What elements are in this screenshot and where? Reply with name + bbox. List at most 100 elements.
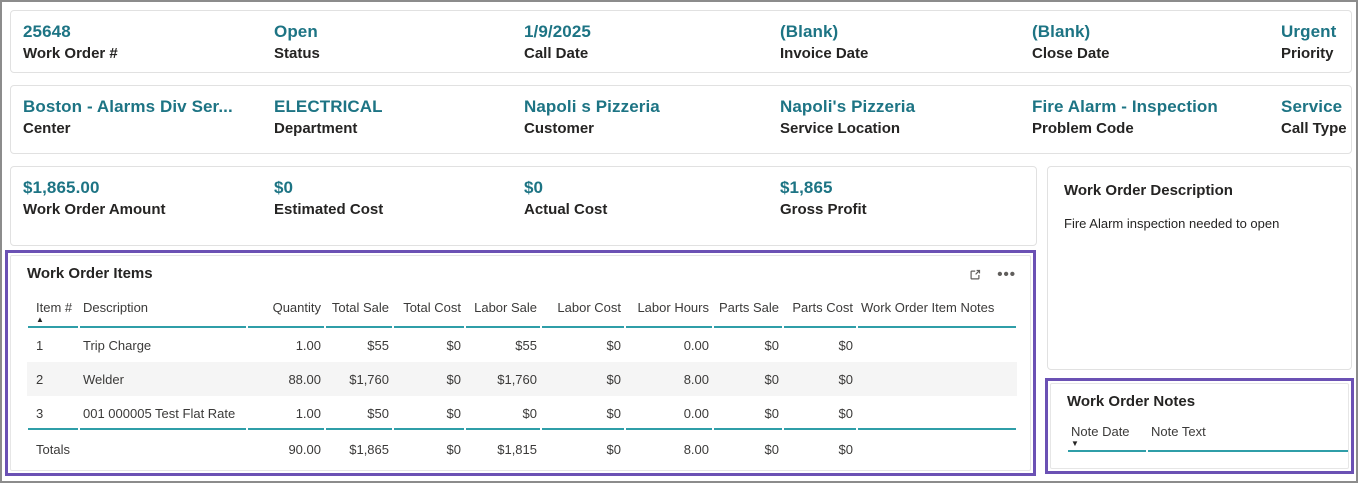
cell-total-cost: $0: [393, 396, 465, 430]
cell-parts-sale: $0: [713, 362, 783, 396]
kpi-call-type: Service Call Type: [1281, 96, 1347, 140]
kpi-work-order-amount: $1,865.00 Work Order Amount: [23, 177, 166, 221]
sort-descending-icon: ▼: [1071, 439, 1079, 448]
kpi-value: ELECTRICAL: [274, 97, 383, 116]
cell-total-cost: $0: [393, 362, 465, 396]
column-header-parts-sale[interactable]: Parts Sale: [713, 294, 783, 328]
column-header-labor-hours[interactable]: Labor Hours: [625, 294, 713, 328]
work-order-items-card: Work Order Items ••• Item #: [10, 255, 1031, 471]
kpi-close-date: (Blank) Close Date: [1032, 21, 1110, 65]
column-header-parts-cost[interactable]: Parts Cost: [783, 294, 857, 328]
column-header-item-number[interactable]: Item # ▲: [27, 294, 79, 328]
cell-labor-hours: 8.00: [625, 362, 713, 396]
kpi-card-row-2: Boston - Alarms Div Ser... Center ELECTR…: [10, 85, 1352, 154]
totals-labor-cost: $0: [606, 441, 621, 457]
cell-description: 001 000005 Test Flat Rate: [79, 396, 247, 430]
column-header-description[interactable]: Description: [79, 294, 247, 328]
kpi-customer: Napoli s Pizzeria Customer: [524, 96, 660, 140]
kpi-call-date: 1/9/2025 Call Date: [524, 21, 591, 65]
cell-total-cost: $0: [446, 337, 461, 353]
kpi-card-row-1: 25648 Work Order # Open Status 1/9/2025 …: [10, 10, 1352, 73]
totals-labor-sale: $1,815: [497, 441, 537, 457]
notes-header-row: Note Date ▼ Note Text: [1067, 420, 1348, 452]
totals-total-cost: $0: [446, 441, 461, 457]
kpi-label: Status: [274, 45, 320, 62]
kpi-label: Invoice Date: [780, 45, 869, 62]
kpi-value: 25648: [23, 22, 71, 41]
kpi-value: (Blank): [780, 22, 839, 41]
cell-description: Trip Charge: [83, 337, 152, 353]
cell-quantity: 1.00: [247, 396, 325, 430]
kpi-label: Work Order Amount: [23, 201, 166, 218]
kpi-priority: Urgent Priority: [1281, 21, 1336, 65]
table-row: 2 Welder 88.00 $1,760 $0 $1,760 $0 8.00 …: [27, 362, 1017, 396]
kpi-label: Estimated Cost: [274, 201, 384, 218]
work-order-notes-table: Note Date ▼ Note Text: [1067, 420, 1348, 452]
kpi-estimated-cost: $0 Estimated Cost: [274, 177, 383, 221]
more-options-icon[interactable]: •••: [997, 266, 1016, 283]
column-header-note-text[interactable]: Note Text: [1147, 420, 1348, 452]
column-header-labor-cost[interactable]: Labor Cost: [541, 294, 625, 328]
column-header-labor-sale[interactable]: Labor Sale: [465, 294, 541, 328]
kpi-value: (Blank): [1032, 22, 1091, 41]
cell-total-sale: $55: [367, 337, 389, 353]
kpi-value: Fire Alarm - Inspection: [1032, 97, 1218, 116]
column-header-quantity[interactable]: Quantity: [247, 294, 325, 328]
cell-labor-sale: $1,760: [465, 362, 541, 396]
kpi-value: $0: [524, 178, 544, 197]
description-card-body: Fire Alarm inspection needed to open: [1064, 216, 1280, 231]
totals-label: Totals: [36, 441, 70, 457]
kpi-problem-code: Fire Alarm - Inspection Problem Code: [1032, 96, 1218, 140]
kpi-label: Priority: [1281, 45, 1334, 62]
work-order-items-table: Item # ▲ Description Quantity Total Sale…: [27, 294, 1017, 468]
kpi-gross-profit: $1,865 Gross Profit: [780, 177, 867, 221]
items-card-title: Work Order Items: [27, 265, 153, 282]
table-row: 3 001 000005 Test Flat Rate 1.00 $50 $0 …: [27, 396, 1017, 430]
items-highlight-border: Work Order Items ••• Item #: [5, 250, 1036, 476]
kpi-card-row-3: $1,865.00 Work Order Amount $0 Estimated…: [10, 166, 1037, 246]
cell-parts-cost: $0: [838, 337, 853, 353]
column-header-work-order-item-notes[interactable]: Work Order Item Notes: [857, 294, 1017, 328]
cell-parts-cost: $0: [783, 362, 857, 396]
kpi-service-location: Napoli's Pizzeria Service Location: [780, 96, 915, 140]
kpi-label: Actual Cost: [524, 201, 608, 218]
kpi-label: Service Location: [780, 120, 901, 137]
kpi-work-order-number: 25648 Work Order #: [23, 21, 118, 65]
kpi-value: $1,865: [780, 178, 833, 197]
kpi-value: Urgent: [1281, 22, 1337, 41]
cell-item-notes: [857, 328, 1017, 362]
totals-labor-hours: 8.00: [683, 441, 709, 457]
cell-parts-sale: $0: [764, 337, 779, 353]
cell-item-number: 1: [36, 337, 44, 353]
column-header-note-date[interactable]: Note Date ▼: [1067, 420, 1147, 452]
popout-icon[interactable]: [967, 267, 983, 283]
kpi-value: 1/9/2025: [524, 22, 591, 41]
cell-labor-sale: $0: [465, 396, 541, 430]
totals-quantity: 90.00: [288, 441, 321, 457]
kpi-center: Boston - Alarms Div Ser... Center: [23, 96, 233, 140]
kpi-value: $0: [274, 178, 294, 197]
kpi-label: Department: [274, 120, 358, 137]
cell-labor-sale: $55: [515, 337, 537, 353]
notes-card-title: Work Order Notes: [1067, 393, 1196, 410]
cell-labor-cost: $0: [606, 337, 621, 353]
cell-total-sale: $50: [325, 396, 393, 430]
kpi-label: Problem Code: [1032, 120, 1134, 137]
work-order-notes-card: Work Order Notes Note Date ▼ Note Text: [1050, 383, 1349, 469]
kpi-value: Boston - Alarms Div Ser...: [23, 97, 233, 116]
kpi-label: Work Order #: [23, 45, 118, 62]
cell-parts-sale: $0: [713, 396, 783, 430]
kpi-invoice-date: (Blank) Invoice Date: [780, 21, 868, 65]
kpi-value: Napoli s Pizzeria: [524, 97, 660, 116]
column-header-total-cost[interactable]: Total Cost: [393, 294, 465, 328]
column-header-total-sale[interactable]: Total Sale: [325, 294, 393, 328]
kpi-actual-cost: $0 Actual Cost: [524, 177, 607, 221]
sort-ascending-icon: ▲: [36, 315, 44, 324]
kpi-label: Center: [23, 120, 71, 137]
kpi-label: Call Date: [524, 45, 589, 62]
kpi-label: Close Date: [1032, 45, 1110, 62]
cell-parts-cost: $0: [783, 396, 857, 430]
cell-item-notes: [857, 396, 1017, 430]
cell-item-notes: [857, 362, 1017, 396]
